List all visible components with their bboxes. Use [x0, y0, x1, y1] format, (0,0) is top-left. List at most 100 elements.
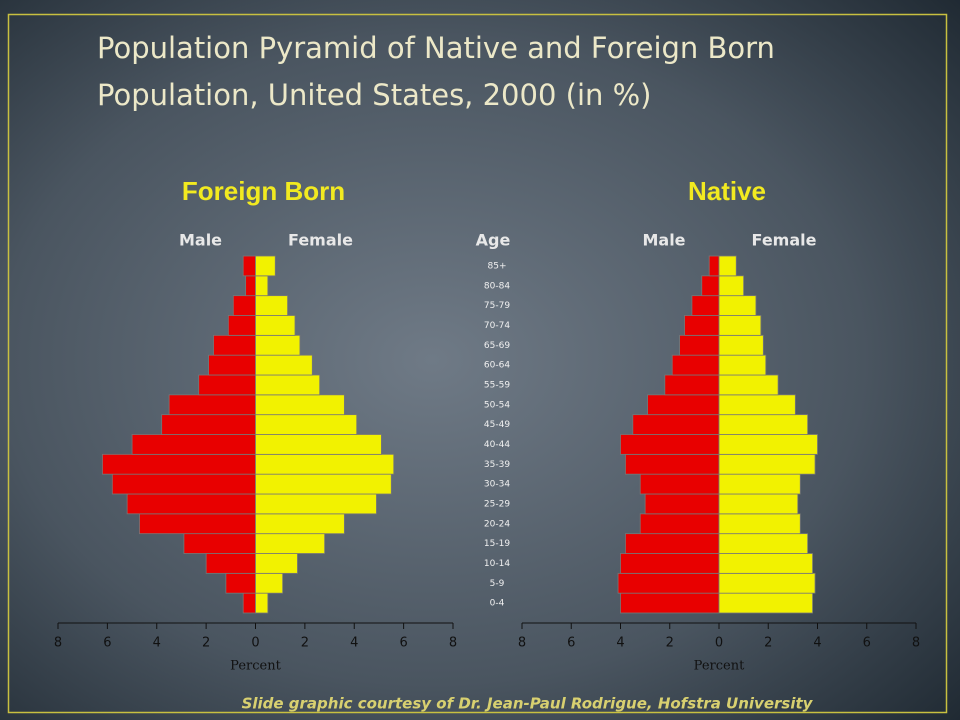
credit: Slide graphic courtesy of Dr. Jean-Paul …: [242, 695, 814, 713]
bar: [620, 434, 720, 455]
slide-title: Population, United States, 2000 (in %): [97, 78, 651, 112]
age-label: 80-84: [484, 281, 510, 291]
bar: [255, 354, 313, 376]
bar: [691, 295, 720, 316]
x-tick-label: 0: [715, 636, 723, 651]
x-tick-label: 4: [350, 636, 358, 651]
age-label: 25-29: [484, 499, 510, 509]
bar: [625, 453, 720, 475]
bar: [718, 453, 816, 475]
x-tick-label: 2: [666, 636, 674, 651]
x-axis-title: Percent: [694, 659, 745, 674]
bar: [255, 533, 326, 554]
bar: [718, 315, 762, 336]
legend-label: Male: [642, 231, 685, 250]
x-axis-title: Percent: [230, 659, 281, 674]
bar: [647, 394, 720, 416]
bar: [255, 295, 288, 316]
bar: [718, 255, 737, 277]
bar: [671, 354, 720, 376]
age-label: 30-34: [484, 480, 510, 490]
legend-label: Male: [179, 231, 222, 250]
bar: [102, 453, 256, 475]
x-tick-label: 2: [301, 636, 309, 651]
bar: [183, 533, 256, 554]
age-axis-title: Age: [476, 231, 511, 250]
bar: [255, 334, 301, 356]
x-tick-label: 0: [251, 636, 259, 651]
bar: [644, 493, 720, 515]
bar: [225, 572, 256, 594]
bar: [718, 473, 801, 495]
bar: [718, 533, 809, 554]
chart-title: Foreign Born: [182, 176, 345, 206]
bar: [255, 434, 382, 455]
bar: [718, 334, 764, 356]
bar: [139, 513, 256, 535]
x-tick-label: 8: [449, 636, 457, 651]
age-label: 40-44: [484, 440, 510, 450]
bar: [620, 592, 720, 614]
bar: [718, 394, 796, 416]
x-tick-label: 6: [567, 636, 575, 651]
bar: [718, 414, 809, 435]
bar: [161, 414, 256, 435]
bar: [255, 394, 345, 416]
bar: [245, 275, 256, 297]
bar: [718, 572, 816, 594]
x-tick-label: 8: [912, 636, 920, 651]
bar: [255, 414, 358, 435]
bar: [664, 374, 720, 396]
bar: [718, 513, 801, 535]
x-tick-label: 8: [54, 636, 62, 651]
bar: [168, 394, 256, 416]
slide-title: Population Pyramid of Native and Foreign…: [97, 31, 775, 65]
bar: [205, 553, 256, 574]
bar: [718, 275, 745, 297]
age-label: 60-64: [484, 361, 510, 371]
legend-label: Female: [752, 231, 817, 250]
bar: [679, 334, 720, 356]
x-tick-label: 6: [399, 636, 407, 651]
age-label: 5-9: [490, 579, 505, 589]
bar: [242, 255, 256, 277]
bar: [639, 513, 720, 535]
bar: [255, 374, 321, 396]
age-label: 20-24: [484, 519, 510, 529]
bar: [617, 572, 720, 594]
bar: [684, 315, 720, 336]
age-label: 70-74: [484, 321, 510, 331]
legend-label: Female: [288, 231, 353, 250]
x-tick-label: 4: [616, 636, 624, 651]
chart-title: Native: [688, 176, 766, 206]
x-tick-label: 4: [153, 636, 161, 651]
x-tick-label: 8: [518, 636, 526, 651]
bar: [131, 434, 256, 455]
bar: [255, 275, 269, 297]
bar: [232, 295, 256, 316]
bar: [111, 473, 256, 495]
bar: [255, 255, 276, 277]
bar: [255, 453, 395, 475]
bar: [718, 295, 757, 316]
bar: [208, 354, 256, 376]
bar: [255, 572, 284, 594]
bar: [255, 553, 298, 574]
bar: [632, 414, 720, 435]
x-tick-label: 6: [103, 636, 111, 651]
age-label: 35-39: [484, 460, 510, 470]
age-label: 85+: [488, 261, 507, 271]
bar: [701, 275, 720, 297]
bar: [718, 592, 813, 614]
bar: [625, 533, 720, 554]
bar: [639, 473, 720, 495]
frame: [7, 13, 948, 714]
bar: [718, 434, 818, 455]
bar: [255, 493, 377, 515]
x-tick-label: 6: [863, 636, 871, 651]
age-label: 0-4: [490, 599, 505, 609]
age-label: 65-69: [484, 341, 510, 351]
bar: [227, 315, 256, 336]
age-label: 75-79: [484, 301, 510, 311]
